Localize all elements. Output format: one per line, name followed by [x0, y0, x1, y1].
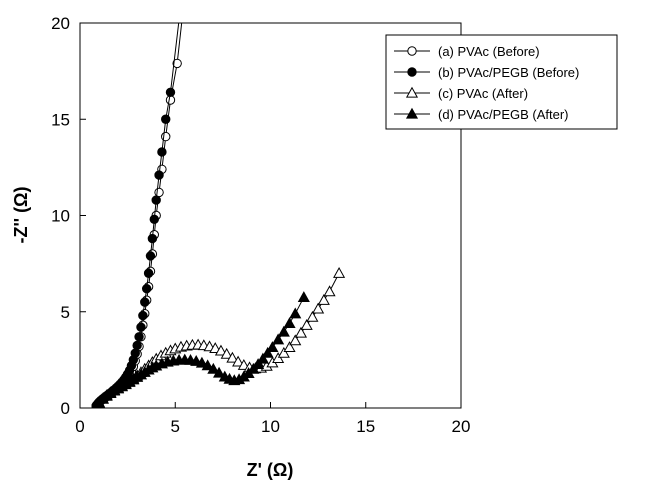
x-tick-label: 20 — [452, 417, 471, 436]
y-tick-label: 0 — [61, 399, 70, 418]
x-tick-label: 0 — [75, 417, 84, 436]
data-point — [266, 341, 279, 353]
data-point — [145, 251, 156, 261]
x-axis: 0 5 10 15 20 — [75, 402, 470, 436]
data-point — [154, 187, 164, 198]
data-point — [195, 356, 208, 368]
data-point — [289, 334, 302, 346]
data-point — [149, 214, 159, 225]
data-point — [289, 307, 302, 319]
data-point — [147, 233, 158, 244]
legend-label: (a) PVAc (Before) — [438, 44, 540, 59]
y-tick-label: 5 — [61, 303, 70, 322]
legend: (a) PVAc (Before) (b) PVAc/PEGB (Before) (… — [385, 34, 618, 130]
data-point — [132, 340, 142, 351]
data-point — [277, 325, 290, 337]
data-point — [272, 333, 285, 345]
data-point — [154, 170, 164, 180]
legend-marker — [405, 86, 419, 98]
legend-entry: (a) PVAc (Before) — [394, 44, 540, 59]
data-point — [283, 317, 296, 328]
series-4 — [91, 291, 310, 408]
data-point — [165, 87, 176, 98]
legend-label: (b) PVAc/PEGB (Before) — [438, 65, 579, 80]
data-point — [317, 293, 330, 305]
y-tick-label: 10 — [51, 207, 70, 226]
data-point — [130, 348, 140, 358]
data-point — [138, 310, 148, 321]
data-point — [312, 302, 325, 314]
x-tick-label: 5 — [171, 417, 180, 436]
y-axis-title: -Z'' (Ω) — [11, 187, 31, 244]
series-2 — [91, 23, 180, 408]
data-point — [143, 268, 154, 278]
series-layer — [91, 23, 346, 408]
data-point — [207, 362, 220, 374]
data-point — [261, 346, 274, 358]
data-point — [157, 147, 167, 157]
data-point — [333, 267, 346, 278]
legend-entry: (d) PVAc/PEGB (After) — [394, 107, 569, 122]
legend-entry: (c) PVAc (After) — [394, 86, 528, 101]
data-point — [134, 332, 144, 342]
data-point — [226, 351, 239, 363]
y-axis: 0 5 10 15 20 — [51, 14, 86, 418]
data-point — [161, 131, 171, 142]
data-point — [214, 344, 228, 356]
data-point — [297, 291, 310, 302]
data-point — [140, 297, 150, 307]
legend-label: (d) PVAc/PEGB (After) — [438, 107, 569, 122]
data-point — [209, 342, 222, 353]
legend-label: (c) PVAc (After) — [438, 86, 528, 101]
legend-marker — [407, 67, 417, 77]
data-point — [232, 355, 245, 367]
data-point — [272, 352, 285, 363]
y-tick-label: 15 — [51, 110, 70, 129]
legend-entry: (b) PVAc/PEGB (Before) — [394, 65, 579, 80]
data-point — [220, 347, 233, 359]
x-axis-title: Z' (Ω) — [247, 460, 294, 480]
data-point — [283, 341, 296, 353]
data-point — [300, 318, 313, 330]
legend-marker — [407, 46, 417, 56]
data-point — [323, 285, 336, 297]
data-point — [213, 366, 226, 378]
x-tick-label: 15 — [356, 417, 375, 436]
data-point — [172, 58, 182, 69]
data-point — [136, 322, 146, 332]
x-tick-label: 10 — [261, 417, 280, 436]
data-point — [306, 310, 319, 322]
data-point — [151, 195, 161, 205]
data-point — [161, 114, 171, 124]
legend-marker — [405, 107, 419, 119]
data-point — [201, 359, 214, 371]
data-point — [165, 95, 176, 105]
data-point — [141, 283, 152, 294]
data-point — [256, 352, 269, 364]
data-point — [277, 346, 290, 358]
y-tick-label: 20 — [51, 14, 70, 33]
data-point — [252, 358, 265, 369]
data-point — [294, 326, 308, 338]
